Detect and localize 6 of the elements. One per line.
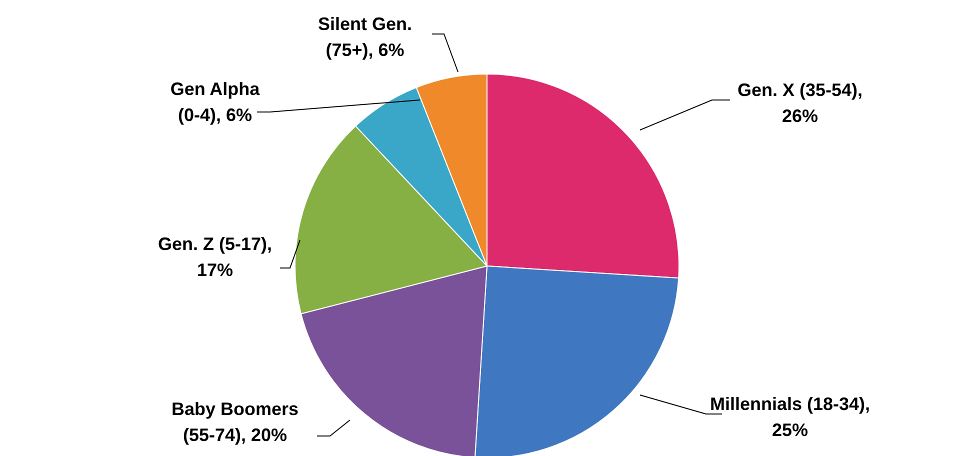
slice-label: Silent Gen. (75+), 6% xyxy=(318,14,412,60)
slice-label: Baby Boomers (55-74), 20% xyxy=(171,399,299,445)
slice-label: Gen. X (35-54), 26% xyxy=(737,80,863,126)
slice-label: Gen Alpha (0-4), 6% xyxy=(170,79,261,125)
slice-label: Gen. Z (5-17), 17% xyxy=(158,234,272,280)
slice-label: Millennials (18-34), 25% xyxy=(710,394,870,440)
